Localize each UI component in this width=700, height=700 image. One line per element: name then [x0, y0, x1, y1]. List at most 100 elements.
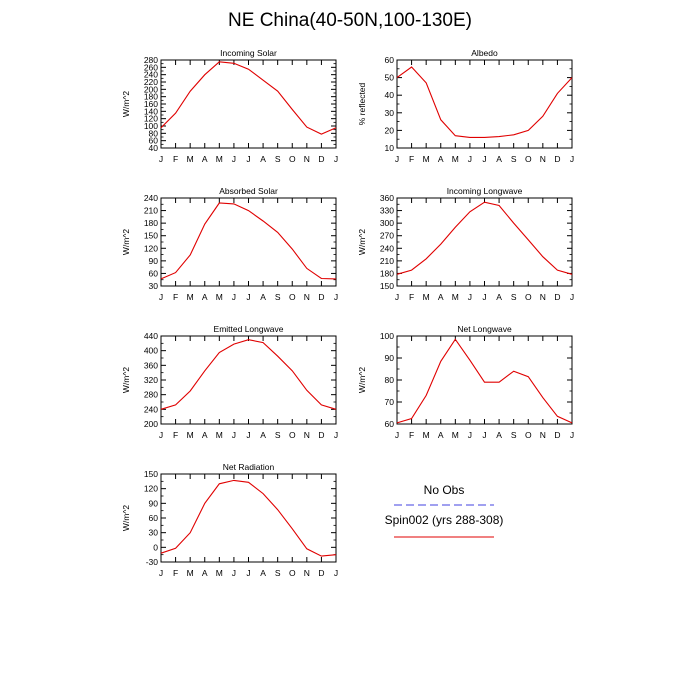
- x-tick-label: J: [232, 154, 236, 164]
- y-tick-label: 20: [385, 125, 395, 135]
- y-tick-label: 100: [380, 331, 394, 341]
- plot-frame: [160, 59, 337, 149]
- y-tick-label: 60: [149, 268, 159, 278]
- y-tick-label: 300: [380, 218, 394, 228]
- x-tick-label: S: [511, 154, 517, 164]
- x-tick-label: J: [334, 568, 338, 578]
- y-tick-label: 220: [144, 77, 158, 87]
- x-tick-label: D: [318, 430, 324, 440]
- x-tick-label: N: [540, 430, 546, 440]
- x-tick-label: A: [438, 292, 444, 302]
- y-tick-label: 320: [144, 375, 158, 385]
- series-line: [160, 339, 337, 410]
- x-tick-label: A: [496, 430, 502, 440]
- x-tick-label: J: [159, 430, 163, 440]
- x-tick-label: J: [482, 292, 486, 302]
- x-tick-label: A: [260, 430, 266, 440]
- x-tick-label: M: [216, 292, 223, 302]
- series-line: [160, 479, 337, 557]
- y-axis-label: % reflected: [357, 82, 367, 125]
- y-axis-label: W/m^2: [357, 229, 367, 255]
- panel-title: Incoming Longwave: [447, 186, 523, 196]
- x-tick-label: O: [289, 154, 296, 164]
- x-tick-label: O: [289, 568, 296, 578]
- y-axis-label: W/m^2: [121, 91, 131, 117]
- y-tick-label: 330: [380, 206, 394, 216]
- y-tick-label: 210: [380, 256, 394, 266]
- x-tick-label: M: [452, 292, 459, 302]
- x-tick-label: M: [187, 292, 194, 302]
- y-tick-label: 240: [144, 193, 158, 203]
- x-tick-label: J: [232, 568, 236, 578]
- x-tick-label: J: [246, 568, 250, 578]
- y-tick-label: 400: [144, 346, 158, 356]
- y-tick-label: 150: [144, 231, 158, 241]
- panel-title: Albedo: [471, 48, 498, 58]
- panel-title: Emitted Longwave: [214, 324, 284, 334]
- x-tick-label: J: [232, 292, 236, 302]
- y-tick-label: 90: [149, 256, 159, 266]
- x-tick-label: M: [423, 430, 430, 440]
- series-line: [396, 201, 573, 275]
- x-tick-label: F: [409, 430, 414, 440]
- x-tick-label: J: [334, 154, 338, 164]
- y-tick-label: 60: [385, 55, 395, 65]
- y-tick-label: 260: [144, 62, 158, 72]
- y-tick-label: 180: [144, 92, 158, 102]
- x-tick-label: J: [159, 154, 163, 164]
- y-tick-label: 90: [149, 498, 159, 508]
- x-tick-label: M: [452, 430, 459, 440]
- legend: No Obs Spin002 (yrs 288-308): [385, 483, 504, 538]
- y-tick-label: 360: [144, 360, 158, 370]
- x-tick-label: M: [423, 154, 430, 164]
- y-tick-label: 120: [144, 484, 158, 494]
- x-tick-label: M: [216, 568, 223, 578]
- panel-title: Net Radiation: [223, 462, 275, 472]
- plot-frame: [396, 335, 573, 425]
- panel-title: Incoming Solar: [220, 48, 277, 58]
- x-tick-label: A: [438, 430, 444, 440]
- x-tick-label: M: [423, 292, 430, 302]
- x-tick-label: F: [409, 154, 414, 164]
- x-tick-label: M: [452, 154, 459, 164]
- y-tick-label: 40: [149, 143, 159, 153]
- y-tick-label: 60: [385, 419, 395, 429]
- x-tick-label: M: [187, 568, 194, 578]
- x-tick-label: S: [275, 430, 281, 440]
- chart-panel: Incoming Solar W/m^2 406080100120140160180…: [121, 48, 338, 164]
- y-tick-label: 30: [149, 528, 159, 538]
- x-tick-label: A: [202, 154, 208, 164]
- y-tick-label: 180: [380, 268, 394, 278]
- x-tick-label: O: [525, 430, 532, 440]
- x-tick-label: O: [289, 292, 296, 302]
- page-title: NE China(40-50N,100-130E): [228, 10, 472, 31]
- y-tick-label: 60: [149, 136, 159, 146]
- y-tick-label: 80: [149, 128, 159, 138]
- series-line: [396, 66, 573, 138]
- y-tick-label: 40: [385, 90, 395, 100]
- y-axis-label: W/m^2: [121, 505, 131, 531]
- x-tick-label: J: [482, 154, 486, 164]
- y-tick-label: 80: [385, 375, 395, 385]
- y-tick-label: 150: [144, 469, 158, 479]
- panel-title: Absorbed Solar: [219, 186, 278, 196]
- x-tick-label: A: [260, 154, 266, 164]
- legend-model-label: Spin002 (yrs 288-308): [385, 513, 504, 527]
- x-tick-label: J: [482, 430, 486, 440]
- x-tick-label: J: [570, 292, 574, 302]
- y-tick-label: 120: [144, 114, 158, 124]
- y-axis-label: W/m^2: [357, 367, 367, 393]
- y-tick-label: 240: [380, 243, 394, 253]
- x-tick-label: J: [159, 292, 163, 302]
- y-tick-label: 270: [380, 231, 394, 241]
- y-tick-label: 150: [380, 281, 394, 291]
- x-tick-label: J: [570, 154, 574, 164]
- x-tick-label: F: [409, 292, 414, 302]
- x-tick-label: J: [395, 430, 399, 440]
- x-tick-label: N: [304, 568, 310, 578]
- plot-frame: [396, 197, 573, 287]
- plot-frame: [396, 59, 573, 149]
